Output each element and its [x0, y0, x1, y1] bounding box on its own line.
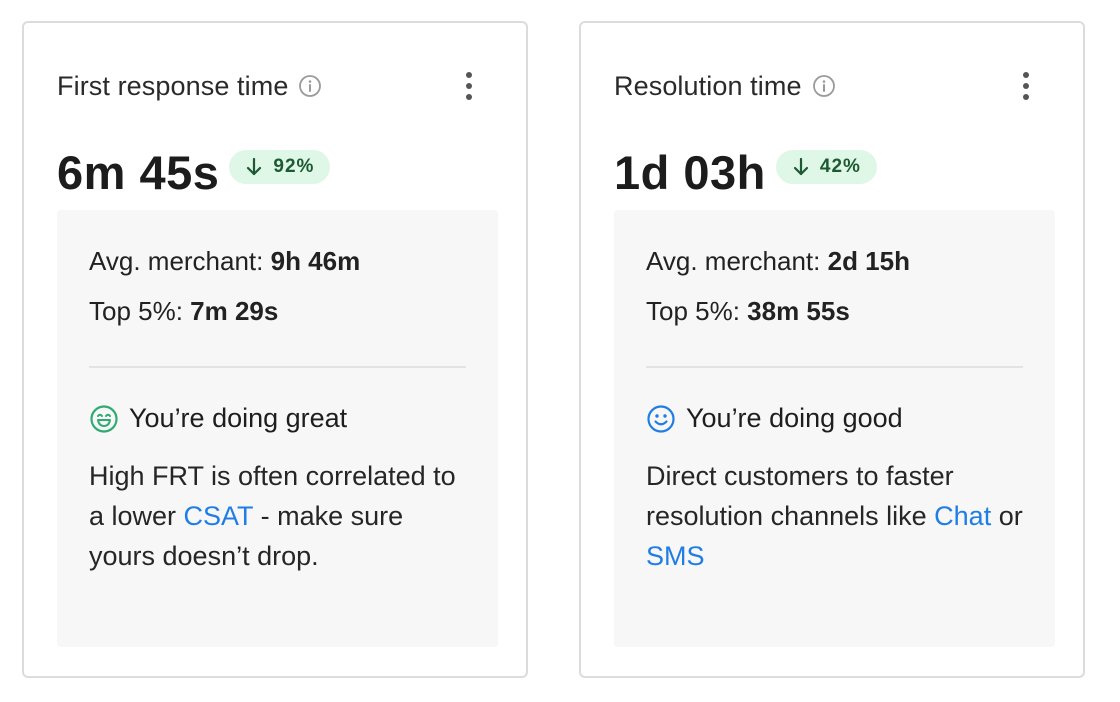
sms-link[interactable]: SMS — [646, 541, 705, 571]
smiling-face-icon — [646, 404, 676, 434]
top-5-value: 7m 29s — [190, 296, 279, 326]
top-5-value: 38m 55s — [747, 296, 850, 326]
info-icon[interactable] — [812, 74, 836, 98]
avg-merchant-label: Avg. merchant: — [646, 246, 828, 276]
metric-card-resolution-time: Resolution time 1d 03h — [579, 21, 1085, 678]
change-badge: 42% — [775, 150, 877, 184]
benchmark-panel: Avg. merchant: 9h 46m Top 5%: 7m 29s You… — [57, 210, 498, 647]
chat-link[interactable]: Chat — [934, 501, 992, 531]
divider — [89, 366, 466, 368]
metric-row: 1d 03h 42% — [614, 134, 877, 210]
status-row: You’re doing good — [646, 403, 903, 434]
benchmark-panel: Avg. merchant: 2d 15h Top 5%: 38m 55s Yo… — [614, 210, 1055, 647]
avg-merchant-line: Avg. merchant: 9h 46m — [89, 246, 360, 277]
info-icon[interactable] — [298, 74, 322, 98]
avg-merchant-value: 2d 15h — [827, 246, 910, 276]
metric-value: 1d 03h — [614, 145, 766, 199]
metric-row: 6m 45s 92% — [57, 134, 331, 210]
advice-part: High FRT is often correlated to a lower — [89, 461, 456, 531]
avg-merchant-label: Avg. merchant: — [89, 246, 271, 276]
change-percent: 42% — [819, 156, 861, 177]
advice-part: or — [991, 501, 1023, 531]
csat-link[interactable]: CSAT — [183, 501, 254, 531]
top-5-line: Top 5%: 7m 29s — [89, 296, 278, 327]
top-5-label: Top 5%: — [646, 296, 748, 326]
status-row: You’re doing great — [89, 403, 347, 434]
grinning-face-icon — [89, 404, 119, 434]
arrow-down-icon — [792, 157, 810, 177]
more-options-icon[interactable] — [457, 69, 481, 103]
divider — [646, 366, 1023, 368]
advice-part: Direct customers to faster resolution ch… — [646, 461, 954, 531]
avg-merchant-line: Avg. merchant: 2d 15h — [646, 246, 910, 277]
advice-part: - make sure yours doesn’t drop. — [89, 501, 404, 571]
arrow-down-icon — [245, 157, 263, 177]
metric-card-first-response-time: First response time 6m 45s — [22, 21, 528, 678]
card-header: Resolution time — [614, 69, 1050, 103]
card-title: First response time — [57, 70, 289, 101]
status-text: You’re doing good — [686, 403, 903, 433]
change-badge: 92% — [229, 150, 331, 184]
top-5-line: Top 5%: 38m 55s — [646, 296, 850, 327]
metric-value: 6m 45s — [57, 145, 220, 199]
status-text: You’re doing great — [129, 403, 348, 433]
card-title: Resolution time — [614, 70, 802, 101]
change-percent: 92% — [273, 156, 315, 177]
card-header: First response time — [57, 69, 493, 103]
more-options-icon[interactable] — [1014, 69, 1038, 103]
avg-merchant-value: 9h 46m — [270, 246, 361, 276]
advice-text: High FRT is often correlated to a lower … — [89, 456, 470, 576]
top-5-label: Top 5%: — [89, 296, 191, 326]
advice-text: Direct customers to faster resolution ch… — [646, 456, 1027, 576]
